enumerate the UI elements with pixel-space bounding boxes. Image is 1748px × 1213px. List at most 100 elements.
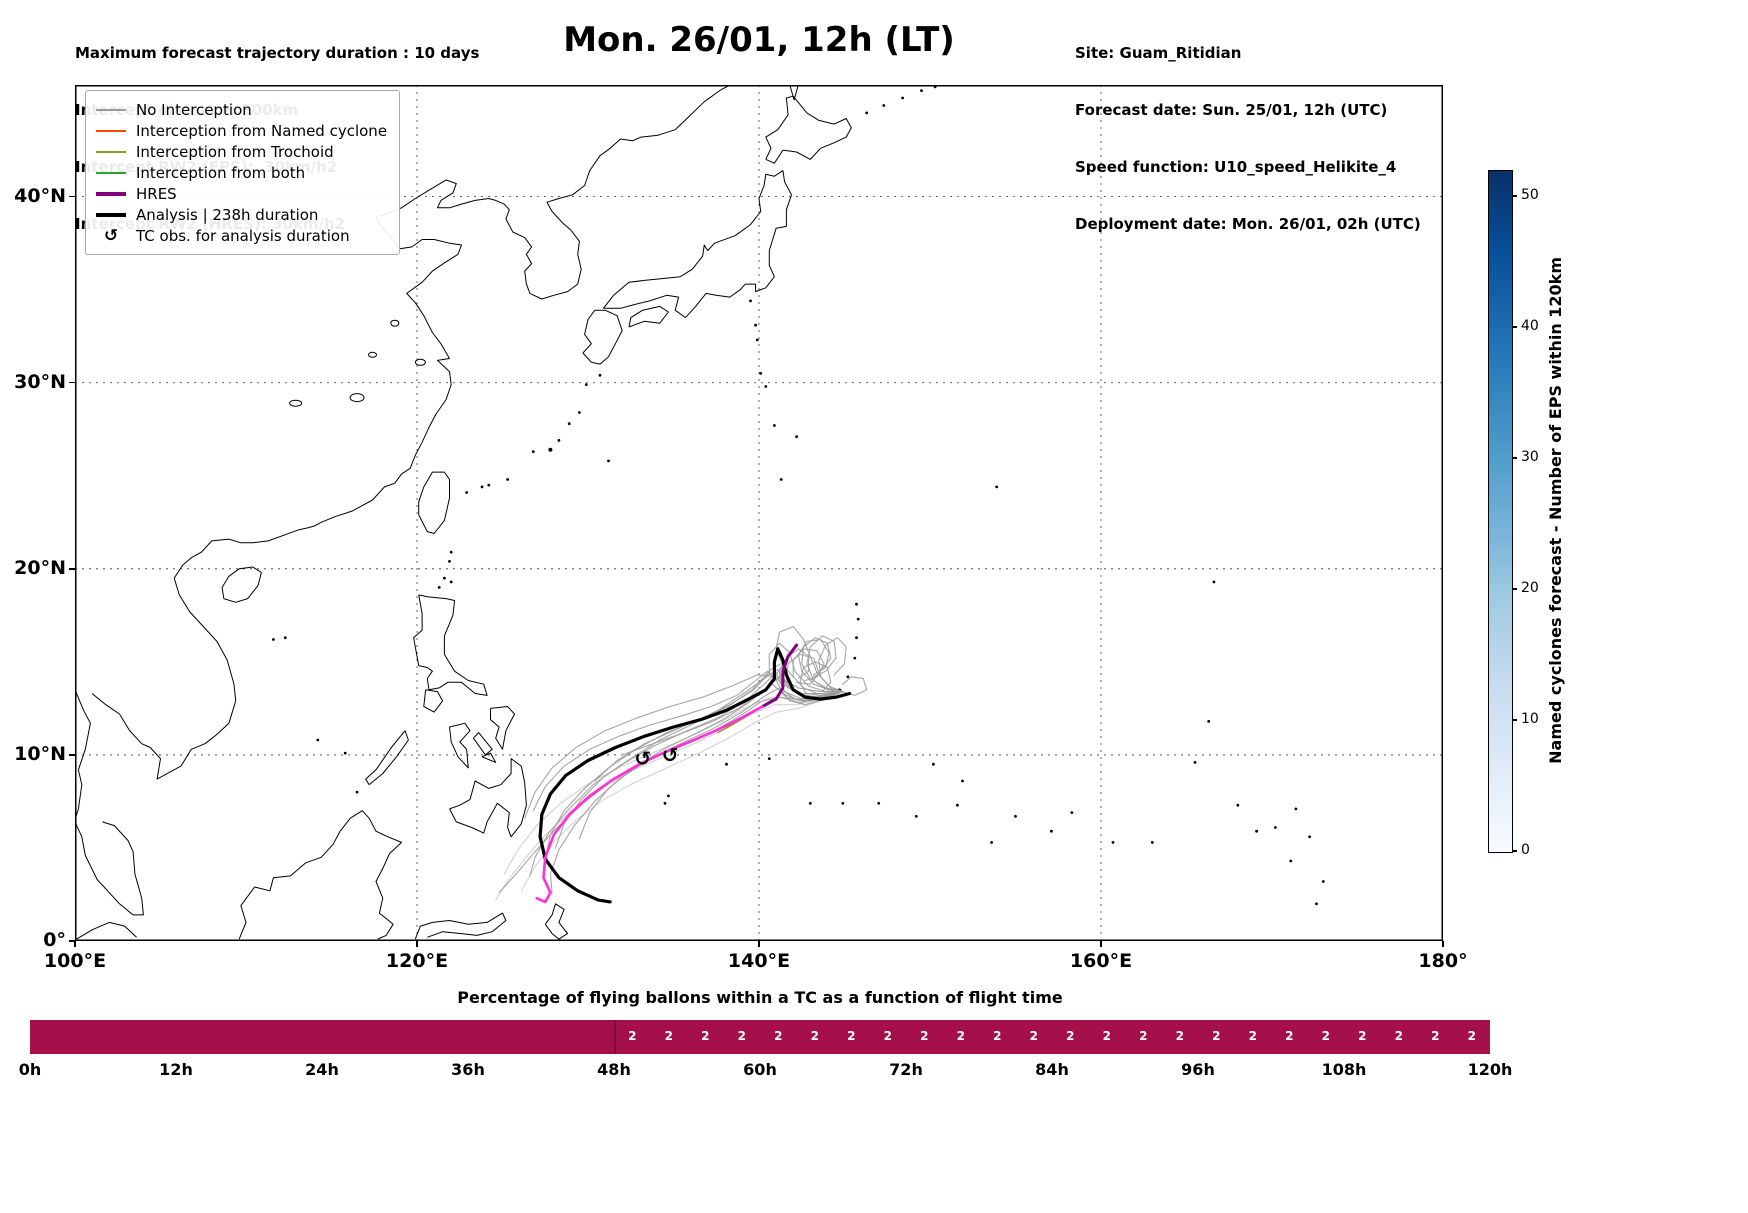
lake	[390, 319, 400, 327]
bar-segment-label: 2	[847, 1029, 856, 1043]
island-dot	[956, 803, 959, 807]
island-dot	[667, 794, 670, 798]
island-dot	[856, 617, 860, 621]
island-dot	[990, 841, 993, 844]
island-dot	[1070, 811, 1074, 814]
x-axis-tick	[1100, 941, 1102, 947]
legend-label: HRES	[136, 184, 177, 203]
bar-segment-label: 2	[956, 1029, 965, 1043]
colorbar-axis-label-text: Named cyclones forecast - Number of EPS …	[1545, 257, 1565, 764]
island-dot	[1207, 720, 1211, 723]
island-dot	[557, 439, 561, 442]
coastline	[413, 594, 488, 696]
coastline	[423, 689, 444, 713]
island-dot	[773, 424, 776, 427]
island-dot	[355, 790, 359, 794]
colorbar-tick	[1512, 588, 1517, 590]
bar-segment-label: 2	[810, 1029, 819, 1043]
island-dot	[1212, 580, 1216, 584]
flight-time-tick-label: 84h	[1035, 1060, 1069, 1079]
coastline	[414, 912, 507, 940]
island-dot	[853, 656, 857, 660]
bar-segment-label: 2	[664, 1029, 673, 1043]
legend-line-swatch	[96, 129, 126, 132]
legend-label: Interception from both	[136, 163, 306, 182]
island-dot	[1111, 841, 1115, 844]
island-dot	[443, 576, 446, 580]
legend-label: Interception from Trochoid	[136, 142, 334, 161]
island-dot	[487, 483, 491, 487]
island-dot	[1014, 814, 1017, 818]
island-dot	[932, 762, 935, 766]
island-dot	[865, 111, 869, 115]
bar-segment-divider	[614, 1020, 616, 1054]
tc-obs-icon: ↺	[103, 225, 119, 246]
trajectory-eps-faint	[503, 691, 844, 875]
bar-segment-label: 2	[1358, 1029, 1367, 1043]
island-dot	[663, 801, 667, 805]
coastline	[582, 309, 623, 365]
trajectory-eps	[544, 661, 844, 860]
coastline	[449, 722, 471, 769]
colorbar-tick-label: 50	[1521, 187, 1539, 204]
trajectory-hres	[535, 705, 764, 904]
lake	[289, 399, 303, 407]
island-dot	[607, 459, 610, 463]
island-dot	[855, 636, 858, 640]
island-dot	[855, 602, 858, 606]
bar-segment-label: 2	[1394, 1029, 1403, 1043]
flight-time-tick-label: 24h	[305, 1060, 339, 1079]
x-axis-tick	[1442, 941, 1444, 947]
forecast-date-text: Forecast date: Sun. 25/01, 12h (UTC)	[1075, 101, 1388, 119]
trajectory-eps	[549, 687, 844, 894]
deployment-date-text: Deployment date: Mon. 26/01, 02h (UTC)	[1075, 215, 1421, 233]
coastline	[765, 95, 852, 164]
colorbar-tick	[1512, 326, 1517, 328]
flight-time-tick-label: 120h	[1467, 1060, 1513, 1079]
bar-segment-label: 2	[1175, 1029, 1184, 1043]
trajectory-eps	[594, 642, 844, 782]
island-dot	[841, 801, 845, 805]
island-dot	[914, 814, 918, 818]
trajectory-eps	[806, 635, 844, 693]
y-axis-tick-label: 0°	[43, 929, 66, 951]
map-legend: No Interception Interception from Named c…	[85, 90, 401, 255]
legend-line-swatch	[96, 212, 126, 217]
x-axis-tick-label: 100°E	[43, 950, 107, 972]
island-dot	[598, 373, 602, 377]
legend-line-swatch	[96, 150, 126, 153]
colorbar-tick	[1512, 719, 1517, 721]
coastline	[75, 689, 91, 821]
y-axis-tick	[69, 754, 75, 756]
island-dot	[343, 751, 347, 755]
island-dot	[1308, 835, 1311, 839]
colorbar-tick	[1512, 457, 1517, 459]
legend-label: Analysis | 238h duration	[136, 205, 319, 224]
island-dot	[779, 478, 783, 481]
y-axis-tick-label: 20°N	[14, 556, 66, 579]
max-duration-text: Maximum forecast trajectory duration : 1…	[75, 44, 480, 62]
island-dot	[995, 485, 999, 489]
colorbar	[1488, 170, 1513, 853]
island-dot	[1050, 829, 1053, 833]
bar-segment-label: 2	[1431, 1029, 1440, 1043]
bar-segment-label: 2	[920, 1029, 929, 1043]
legend-item: Interception from Trochoid	[96, 141, 387, 162]
bar-segment-label: 2	[701, 1029, 710, 1043]
legend-item: No Interception	[96, 99, 387, 120]
site-info-block: Site: Guam_Ritidian Forecast date: Sun. …	[1075, 6, 1421, 272]
island-dot	[437, 586, 441, 589]
coastline	[603, 170, 792, 319]
legend-line-swatch	[96, 171, 126, 174]
trajectory-eps	[524, 674, 844, 819]
island-dot	[1294, 807, 1298, 811]
legend-item: Interception from Named cyclone	[96, 120, 387, 141]
island-dot	[764, 385, 768, 388]
island-dot	[449, 580, 453, 584]
island-dot	[795, 435, 798, 439]
coastline	[91, 85, 731, 780]
flight-time-tick-label: 72h	[889, 1060, 923, 1079]
trajectory-analysis	[538, 647, 852, 904]
y-axis-tick	[69, 195, 75, 198]
colorbar-tick-label: 30	[1521, 449, 1539, 466]
